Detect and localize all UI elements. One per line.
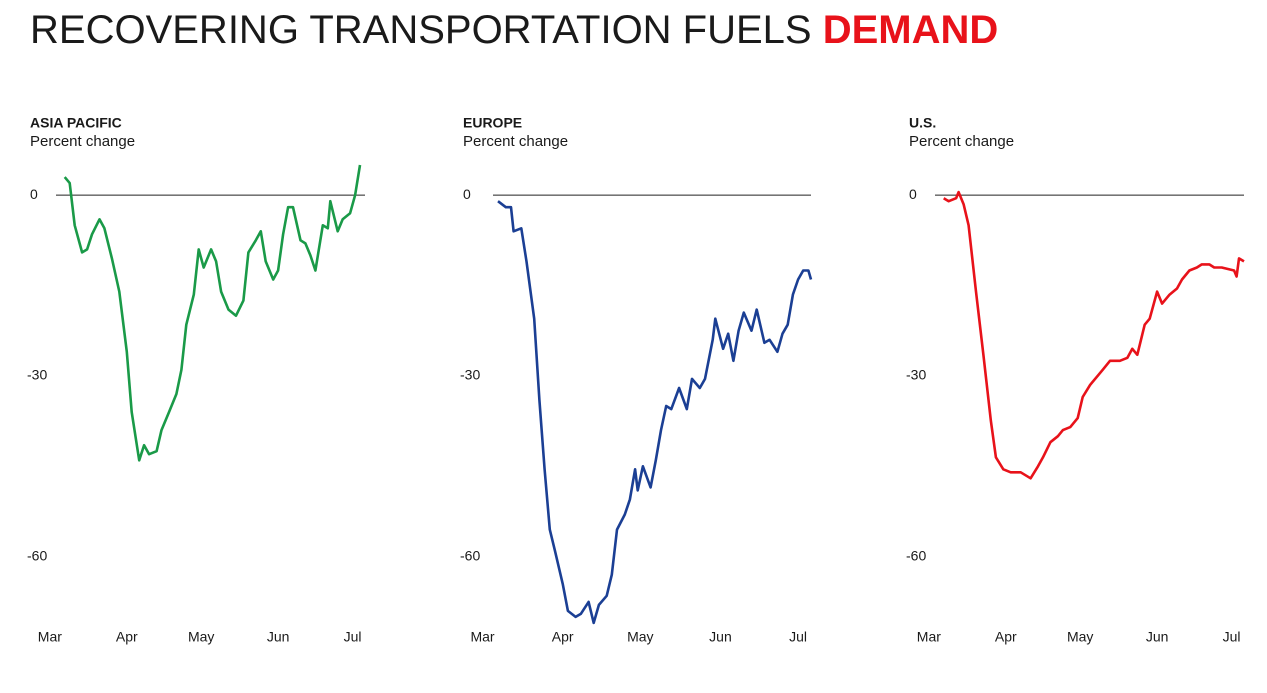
panel-title: EUROPE xyxy=(463,115,522,131)
data-line xyxy=(497,200,813,625)
y-tick-label: -30 xyxy=(27,367,47,383)
panel-title: ASIA PACIFIC xyxy=(30,115,122,131)
x-tick-label: Mar xyxy=(470,629,494,645)
x-tick-label: Jul xyxy=(344,629,362,645)
x-tick-label: Apr xyxy=(552,629,574,645)
y-tick-label: -60 xyxy=(460,547,480,563)
data-line xyxy=(943,190,1245,480)
page-title: RECOVERING TRANSPORTATION FUELS DEMAND xyxy=(30,8,998,52)
x-tick-label: Jul xyxy=(1223,629,1241,645)
y-tick-label: 0 xyxy=(463,186,471,202)
panel-subtitle: Percent change xyxy=(30,133,135,150)
x-tick-label: Apr xyxy=(116,629,138,645)
x-tick-label: Jun xyxy=(1146,629,1169,645)
x-tick-label: Apr xyxy=(995,629,1017,645)
y-tick-label: -60 xyxy=(27,547,47,563)
x-tick-label: May xyxy=(627,629,653,645)
panel-subtitle: Percent change xyxy=(463,133,568,150)
x-tick-label: Jul xyxy=(789,629,807,645)
x-tick-label: May xyxy=(188,629,214,645)
panel-subtitle: Percent change xyxy=(909,133,1014,150)
x-tick-label: Mar xyxy=(38,629,62,645)
page-title-highlight: DEMAND xyxy=(823,8,999,52)
y-tick-label: 0 xyxy=(909,186,917,202)
x-tick-label: Jun xyxy=(709,629,732,645)
y-tick-label: -30 xyxy=(906,367,926,383)
y-tick-label: -60 xyxy=(906,547,926,563)
y-tick-label: 0 xyxy=(30,186,38,202)
x-tick-label: Jun xyxy=(267,629,290,645)
x-tick-label: May xyxy=(1067,629,1093,645)
panel-title: U.S. xyxy=(909,115,936,131)
data-line xyxy=(63,164,362,462)
x-tick-label: Mar xyxy=(917,629,941,645)
page-title-text: RECOVERING TRANSPORTATION FUELS xyxy=(30,8,812,52)
y-tick-label: -30 xyxy=(460,367,480,383)
